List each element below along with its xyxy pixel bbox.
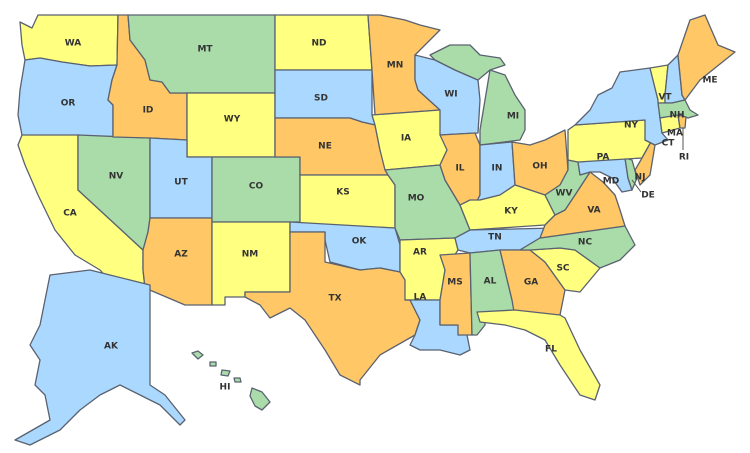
state-label-pa: PA: [597, 153, 610, 163]
state-label-de: DE: [641, 191, 655, 201]
state-label-la: LA: [414, 293, 427, 303]
state-label-tn: TN: [488, 233, 502, 243]
state-label-nh: NH: [669, 111, 684, 121]
state-label-id: ID: [143, 106, 154, 116]
state-label-va: VA: [587, 206, 600, 216]
state-label-il: IL: [455, 164, 464, 174]
state-label-mo: MO: [408, 194, 425, 204]
state-label-tx: TX: [328, 294, 341, 304]
state-label-ca: CA: [63, 209, 77, 219]
state-label-ia: IA: [401, 134, 411, 144]
state-ky[interactable]: [459, 184, 556, 231]
state-mi[interactable]: [429, 44, 526, 146]
state-label-sd: SD: [314, 94, 328, 104]
state-label-ct: CT: [662, 139, 676, 149]
state-label-ak: AK: [104, 342, 119, 352]
state-label-sc: SC: [556, 264, 569, 274]
state-label-vt: VT: [658, 93, 672, 103]
state-ak[interactable]: [14, 269, 186, 446]
state-label-nv: NV: [109, 172, 124, 182]
state-label-ri: RI: [679, 153, 689, 163]
state-label-co: CO: [249, 182, 264, 192]
state-label-fl: FL: [545, 345, 557, 355]
state-or[interactable]: [17, 57, 118, 138]
state-label-ne: NE: [318, 142, 332, 152]
state-ks[interactable]: [299, 174, 396, 229]
state-label-oh: OH: [532, 162, 547, 172]
state-label-ga: GA: [524, 278, 538, 288]
state-label-ky: KY: [504, 207, 518, 217]
state-label-mi: MI: [507, 112, 519, 122]
state-label-wi: WI: [444, 90, 457, 100]
state-hi[interactable]: [191, 350, 271, 411]
state-az[interactable]: [142, 217, 213, 306]
state-tx[interactable]: [244, 231, 421, 386]
state-label-mt: MT: [197, 45, 213, 55]
state-label-ny: NY: [624, 121, 639, 131]
state-label-md: MD: [603, 177, 619, 187]
state-label-or: OR: [61, 99, 76, 109]
state-label-wv: WV: [556, 189, 573, 199]
state-label-nj: NJ: [635, 173, 646, 183]
label-leader-line: [631, 179, 642, 193]
state-label-nd: ND: [311, 39, 326, 49]
state-label-in: IN: [492, 164, 503, 174]
state-label-ut: UT: [174, 178, 188, 188]
state-label-me: ME: [702, 76, 717, 86]
state-label-ma: MA: [667, 129, 683, 139]
state-label-ar: AR: [413, 248, 427, 258]
state-label-mn: MN: [387, 61, 404, 71]
state-label-wa: WA: [65, 39, 82, 49]
state-fl[interactable]: [476, 309, 601, 401]
state-label-ms: MS: [447, 278, 462, 288]
state-wy[interactable]: [186, 92, 276, 158]
state-me[interactable]: [677, 14, 736, 101]
state-pa[interactable]: [567, 119, 653, 163]
state-ri[interactable]: [677, 114, 687, 129]
state-label-ok: OK: [352, 237, 368, 247]
state-label-ks: KS: [336, 188, 349, 198]
state-label-nc: NC: [578, 238, 593, 248]
state-label-wy: WY: [224, 115, 241, 125]
state-ms[interactable]: [439, 252, 473, 336]
state-label-al: AL: [484, 277, 497, 287]
state-label-nm: NM: [242, 250, 259, 260]
state-label-hi: HI: [220, 383, 231, 393]
state-label-az: AZ: [174, 250, 188, 260]
